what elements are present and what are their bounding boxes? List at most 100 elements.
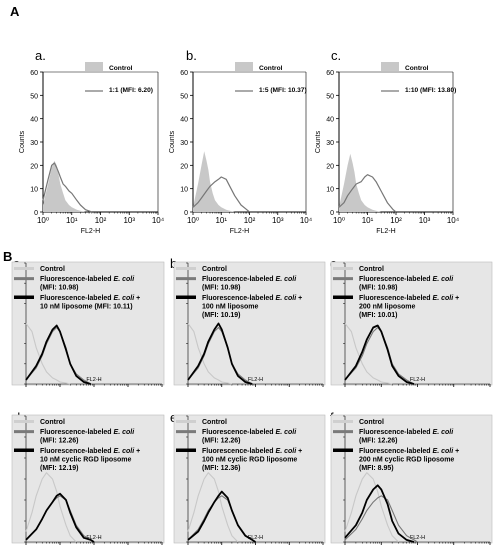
series-line-1 (187, 472, 239, 543)
x-axis-label: FL2-H (248, 377, 263, 383)
y-tick-label: 0 (184, 210, 188, 217)
chart-a-a: a. 0 10 20 30 40 50 60 10⁰ 10¹ 10² 10³ 10⁴ FL2-H Count… (19, 48, 165, 235)
legend-label: (MFI: 8.95) (359, 465, 394, 472)
y-tick-label: 40 (180, 117, 188, 124)
x-tick-label: 10¹ (215, 216, 227, 225)
figure-label-b: B (3, 249, 13, 264)
x-tick-label: 10⁴ (447, 216, 460, 225)
x-tick-label: 10³ (272, 216, 284, 225)
legend-label: Control (359, 419, 384, 426)
y-tick-label: 60 (326, 70, 334, 77)
y-tick-label: 0 (34, 210, 38, 217)
x-tick-label: 10² (95, 216, 107, 225)
x-tick-label: 10⁰ (37, 216, 49, 225)
series-line-2 (192, 176, 250, 213)
panel-letter: a. (35, 48, 46, 63)
legend-label: Control (405, 65, 429, 72)
legend-swatch (381, 62, 399, 71)
series-area-control (193, 151, 235, 212)
legend-label: 1:5 (MFI: 10.37) (259, 87, 307, 94)
series-line-2 (338, 174, 397, 213)
series-line-2 (344, 495, 418, 543)
y-tick-label: 60 (30, 70, 38, 77)
chart-a-c: c. 0 10 20 30 40 50 60 10⁰ 10¹ 10² 10³ 10⁴ FL2-H Count… (315, 48, 460, 235)
y-axis-label: Counts (19, 130, 26, 153)
x-tick-label: 10¹ (362, 216, 374, 225)
panel-letter: b. (186, 48, 197, 63)
legend-label: (MFI: 12.19) (40, 465, 79, 472)
series-line-1 (344, 323, 393, 385)
series-line-3 (344, 324, 415, 385)
legend-label: 1:10 (MFI: 13.80) (405, 87, 456, 94)
x-tick-label: 10³ (123, 216, 135, 225)
legend-label: 100 nM liposome (202, 303, 259, 310)
panel-letter: c. (331, 48, 341, 63)
legend-label: Control (259, 65, 283, 72)
legend-label: Control (109, 65, 133, 72)
x-axis-label: FL2-H (230, 228, 249, 235)
x-axis-label: FL2-H (376, 228, 395, 235)
y-tick-label: 30 (30, 140, 38, 147)
legend-label: Fluorescence-labeled E. coli (40, 276, 135, 283)
legend-label: Fluorescence-labeled E. coli + (202, 295, 302, 302)
y-axis-label: Counts (315, 130, 322, 153)
y-tick-label: 50 (180, 93, 188, 100)
y-tick-label: 20 (326, 163, 334, 170)
legend-label: (MFI: 10.98) (359, 285, 398, 292)
legend-label: Fluorescence-labeled E. coli (202, 429, 297, 436)
x-tick-label: 10² (244, 216, 256, 225)
x-tick-label: 10¹ (66, 216, 78, 225)
legend-label: 1:1 (MFI: 6.20) (109, 87, 153, 94)
legend-label: 10 nM liposome (MFI: 10.11) (40, 303, 133, 310)
legend-label: Fluorescence-labeled E. coli + (359, 295, 459, 302)
x-axis-label: FL2-H (86, 535, 101, 541)
series-line-3 (187, 490, 256, 543)
x-axis-label: FL2-H (248, 535, 263, 541)
legend-label: (MFI: 10.01) (359, 312, 398, 319)
legend-label: 200 nM cyclic RGD liposome (359, 456, 454, 463)
chart-a-b: b. 0 10 20 30 40 50 60 10⁰ 10¹ 10² 10³ 10⁴ FL2-H Count… (169, 48, 313, 235)
legend-label: Fluorescence-labeled E. coli (359, 429, 454, 436)
y-tick-label: 30 (326, 140, 334, 147)
legend-swatch (235, 62, 253, 71)
y-tick-label: 30 (180, 140, 188, 147)
legend-label: 10 nM cyclic RGD liposome (40, 456, 132, 463)
figure-label-a: A (10, 4, 20, 19)
x-axis-label: FL2-H (410, 535, 425, 541)
y-tick-label: 20 (180, 163, 188, 170)
y-axis-label: Counts (169, 130, 176, 153)
legend-label: Fluorescence-labeled E. coli + (359, 448, 459, 455)
x-tick-label: 10⁰ (333, 216, 345, 225)
x-tick-label: 10⁴ (152, 216, 165, 225)
legend-label: Fluorescence-labeled E. coli (202, 276, 297, 283)
legend-label: (MFI: 10.98) (40, 285, 79, 292)
series-area-control (339, 153, 382, 212)
legend-label: (MFI: 12.26) (202, 438, 241, 445)
y-tick-label: 40 (326, 117, 334, 124)
legend-label: (MFI: 12.26) (40, 438, 79, 445)
legend-label: Fluorescence-labeled E. coli + (40, 448, 140, 455)
series-line-1 (187, 323, 233, 385)
x-axis-label: FL2-H (410, 377, 425, 383)
series-line-1 (25, 323, 71, 385)
legend-label: 100 nM cyclic RGD liposome (202, 456, 297, 463)
legend-label: (MFI: 12.36) (202, 465, 241, 472)
y-tick-label: 50 (30, 93, 38, 100)
y-tick-label: 0 (330, 210, 334, 217)
x-tick-label: 10³ (419, 216, 431, 225)
legend-label: Control (202, 419, 227, 426)
legend-label: 200 nM liposome (359, 303, 416, 310)
x-tick-label: 10⁰ (187, 216, 199, 225)
y-tick-label: 50 (326, 93, 334, 100)
legend-label: Fluorescence-labeled E. coli + (40, 295, 140, 302)
x-tick-label: 10⁴ (300, 216, 313, 225)
series-line-3 (344, 484, 415, 543)
series-line-2 (42, 162, 93, 213)
series-line-1 (344, 472, 399, 543)
y-tick-label: 10 (180, 187, 188, 194)
